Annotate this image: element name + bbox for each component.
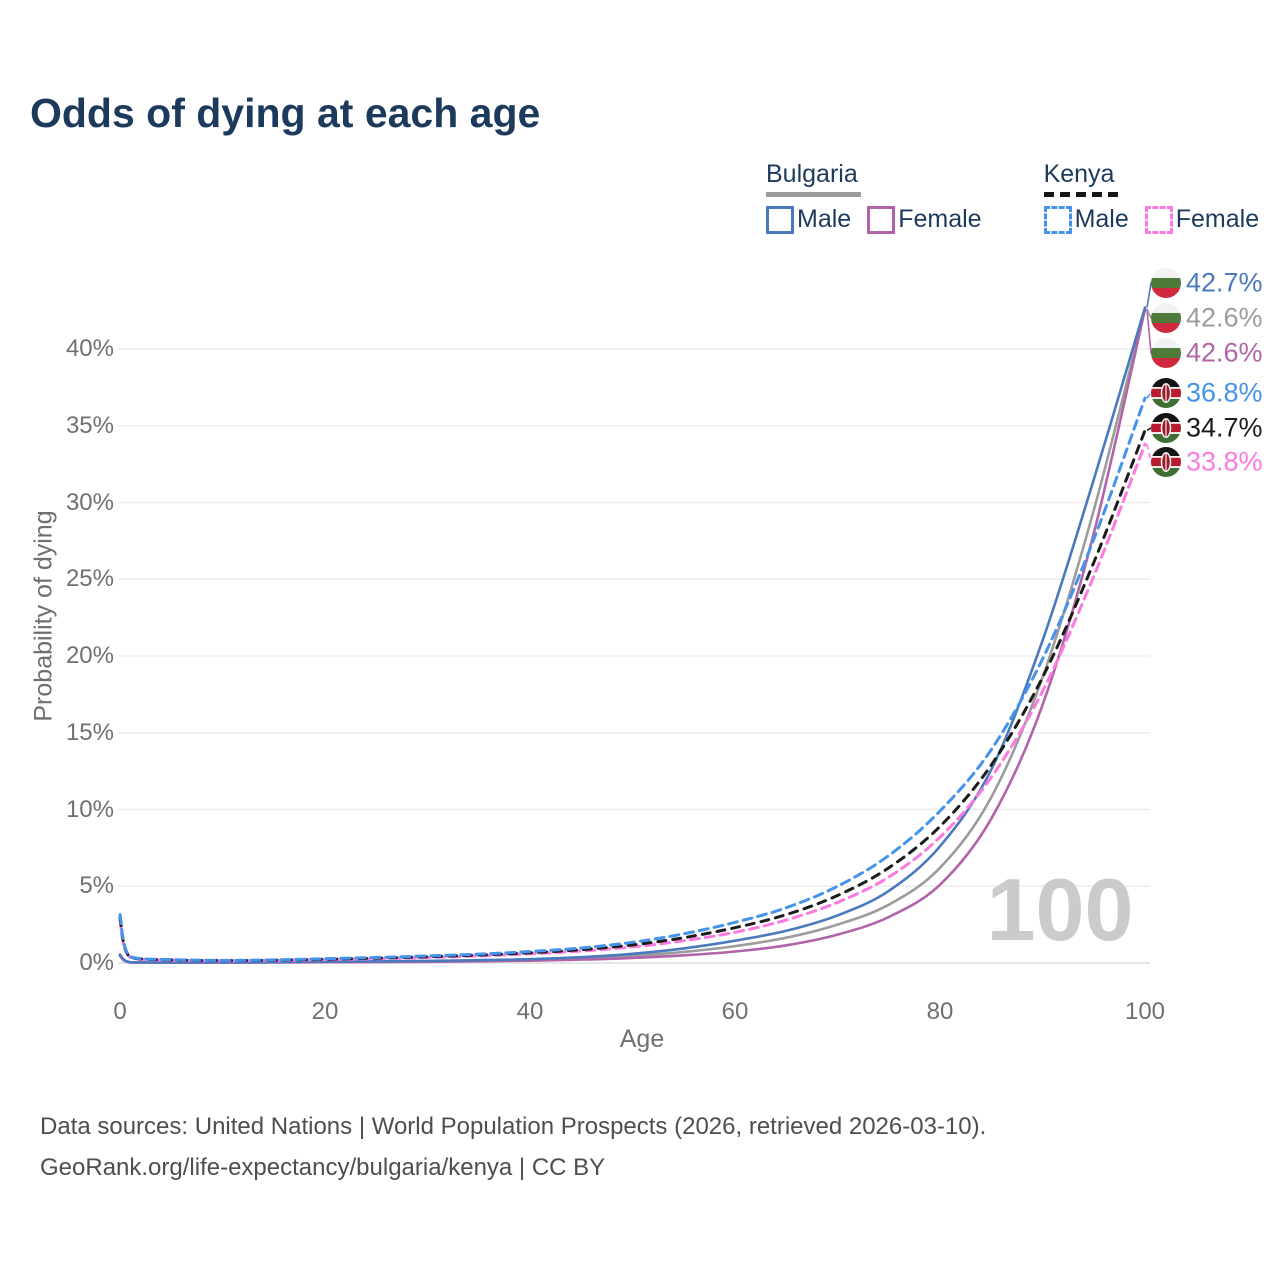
- bulgaria-line-sample: [766, 192, 861, 197]
- y-tick-label: 0%: [79, 949, 114, 976]
- legend-item-bulgaria-male[interactable]: Male: [766, 205, 851, 234]
- bulgaria-male-swatch-icon: [766, 205, 794, 234]
- y-tick-label: 25%: [65, 565, 114, 593]
- legend-group-bulgaria: Bulgaria Male Female: [766, 160, 982, 234]
- kenya-line-sample: [1043, 192, 1118, 197]
- bulgaria-flag-icon: [1151, 338, 1181, 368]
- y-tick-label: 5%: [79, 872, 114, 900]
- legend-country-kenya[interactable]: Kenya: [1043, 160, 1260, 197]
- kenya-flag-icon: [1151, 447, 1181, 477]
- end-label-kenya-both: 34.7%: [1186, 412, 1263, 443]
- chart-title: Odds of dying at each age: [30, 90, 541, 136]
- age-watermark: 100: [986, 860, 1134, 959]
- series-line-kenya-male[interactable]: [118, 396, 1147, 962]
- footer-link[interactable]: GeoRank.org/life-expectancy/bulgaria/ken…: [40, 1154, 606, 1181]
- kenya-male-swatch-icon: [1043, 205, 1072, 234]
- bulgaria-female-swatch-icon: [867, 205, 896, 234]
- kenya-flag-icon: [1151, 378, 1181, 408]
- y-axis-title: Probability of dying: [29, 510, 58, 722]
- y-tick-label: 30%: [65, 488, 114, 516]
- leader-line: [1146, 392, 1154, 399]
- legend: Bulgaria Male Female Kenya: [766, 160, 1259, 234]
- legend-country-bulgaria[interactable]: Bulgaria: [766, 160, 982, 197]
- x-tick-label: 60: [721, 998, 749, 1025]
- legend-item-bulgaria-female[interactable]: Female: [867, 205, 982, 234]
- end-label-bulgaria-male: 42.7%: [1186, 267, 1263, 298]
- y-tick-label: 10%: [65, 795, 114, 823]
- footer-sources: Data sources: United Nations | World Pop…: [40, 1113, 987, 1140]
- legend-item-kenya-male[interactable]: Male: [1043, 205, 1129, 234]
- x-axis-title: Age: [619, 1025, 665, 1053]
- x-tick-label: 40: [516, 998, 544, 1025]
- x-tick-label: 80: [926, 998, 954, 1025]
- x-tick-label: 0: [113, 998, 127, 1025]
- end-label-kenya-female: 33.8%: [1186, 446, 1263, 477]
- kenya-flag-icon: [1151, 413, 1181, 443]
- series-line-kenya-both[interactable]: [118, 428, 1147, 962]
- end-label-bulgaria-both: 42.6%: [1186, 302, 1263, 333]
- end-label-kenya-male: 36.8%: [1186, 377, 1263, 408]
- x-tick-label: 20: [311, 998, 339, 1025]
- bulgaria-flag-icon: [1151, 268, 1181, 298]
- y-tick-label: 40%: [65, 335, 114, 362]
- x-tick-label: 100: [1124, 998, 1166, 1025]
- footer: Data sources: United Nations | World Pop…: [40, 1106, 986, 1188]
- end-label-bulgaria-female: 42.6%: [1186, 337, 1263, 368]
- y-tick-label: 35%: [65, 411, 114, 439]
- bulgaria-flag-icon: [1151, 303, 1181, 333]
- y-tick-label: 20%: [65, 642, 114, 669]
- kenya-female-swatch-icon: [1144, 205, 1173, 234]
- y-tick-label: 15%: [65, 718, 114, 746]
- legend-group-kenya: Kenya Male Female: [1043, 160, 1260, 234]
- legend-item-kenya-female[interactable]: Female: [1144, 205, 1259, 234]
